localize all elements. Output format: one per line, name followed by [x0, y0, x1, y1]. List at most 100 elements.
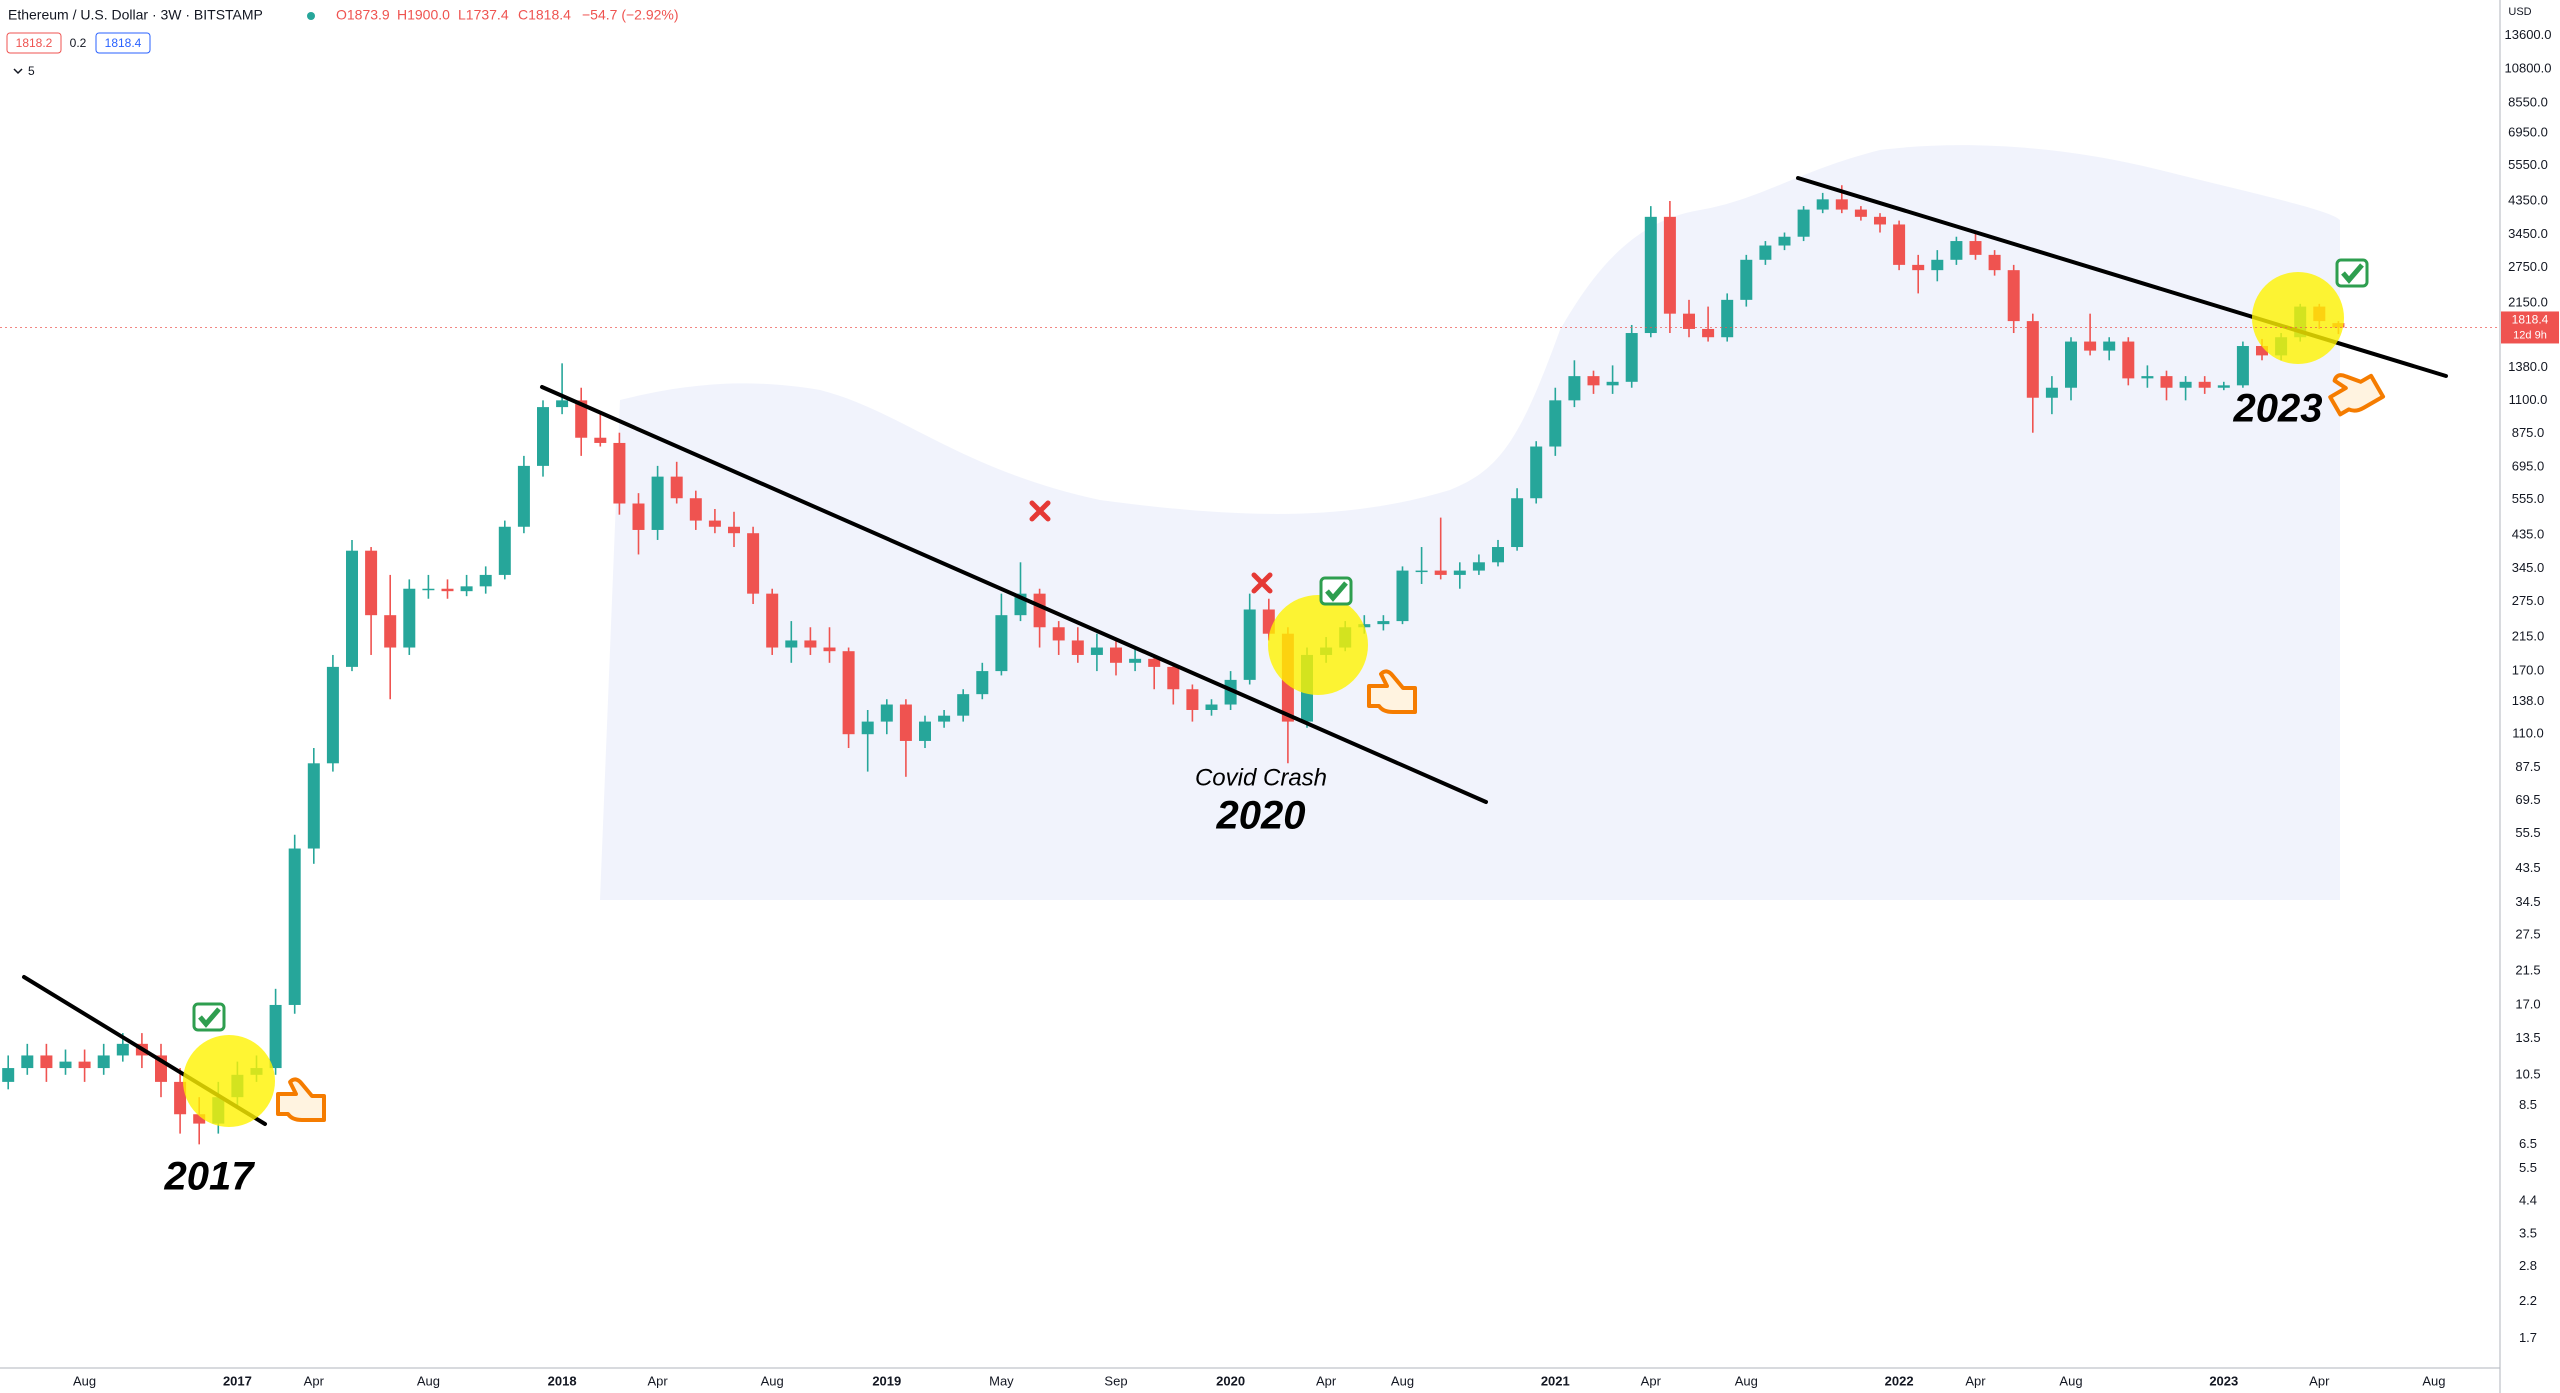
hand-icons	[276, 373, 2386, 1122]
candle-body	[2103, 341, 2116, 351]
candle-body	[1893, 224, 1906, 265]
y-tick-label: 2.8	[2519, 1258, 2537, 1273]
candle-body	[174, 1081, 187, 1115]
candle-body	[1625, 333, 1638, 382]
candle-body	[78, 1061, 91, 1069]
cross-icon	[1251, 572, 1273, 594]
candle-body	[1854, 209, 1867, 217]
y-tick-label: 1380.0	[2508, 359, 2548, 374]
y-tick-label: 6.5	[2519, 1136, 2537, 1151]
candle-body	[479, 574, 492, 587]
x-tick-label: Aug	[2059, 1373, 2082, 1388]
candle-body	[441, 588, 454, 592]
candle-body	[365, 550, 378, 616]
candle-body	[1969, 241, 1982, 255]
x-tick-label: Apr	[1641, 1373, 1662, 1388]
y-tick-label: 34.5	[2515, 894, 2540, 909]
y-tick-label: 275.0	[2512, 593, 2545, 608]
candle-body	[2141, 376, 2154, 379]
ask-box[interactable]	[95, 32, 151, 54]
candle-body	[1129, 658, 1142, 663]
y-tick-label: 8.5	[2519, 1097, 2537, 1112]
candle-body	[594, 437, 607, 443]
highlight-circle	[183, 1035, 275, 1127]
candle-body	[1492, 547, 1504, 563]
y-tick-label: 4350.0	[2508, 192, 2548, 207]
candle-body	[1568, 376, 1581, 401]
y-tick-label: 3450.0	[2508, 226, 2548, 241]
candle-body	[288, 848, 301, 1005]
y-tick-label: 2150.0	[2508, 295, 2548, 310]
candle-body	[1415, 570, 1428, 573]
y-tick-label: 2750.0	[2508, 259, 2548, 274]
candle-body	[842, 651, 855, 735]
candle-body	[403, 588, 416, 648]
candle-body	[1835, 199, 1848, 210]
check-icon	[2335, 258, 2369, 288]
x-tick-label: 2022	[1885, 1373, 1914, 1388]
ohlc-legend: O1873.9 H1900.0 L1737.4 C1818.4 −54.7 (−…	[336, 7, 679, 23]
candle-body	[1644, 216, 1657, 334]
ohlc-low: L1737.4	[458, 7, 509, 23]
x-tick-label: Apr	[647, 1373, 668, 1388]
collapse-icon[interactable]	[13, 68, 23, 75]
candle-body	[2065, 341, 2077, 388]
candle-body	[269, 1004, 282, 1069]
candle-body	[785, 640, 798, 648]
x-tick-label: 2020	[1216, 1373, 1245, 1388]
x-tick-label: 2017	[223, 1373, 252, 1388]
y-tick-label: 13600.0	[2505, 27, 2552, 42]
y-tick-label: 345.0	[2512, 560, 2545, 575]
candle-body	[517, 465, 530, 527]
candle-body	[1988, 254, 2001, 271]
x-tick-label: 2019	[872, 1373, 901, 1388]
candle-body	[2217, 385, 2230, 388]
y-tick-label: 55.5	[2515, 825, 2540, 840]
candle-body	[2084, 341, 2097, 351]
candle-body	[613, 442, 626, 504]
candle-body	[537, 407, 549, 466]
ask-price: 1818.4	[105, 36, 142, 50]
y-tick-label: 69.5	[2515, 792, 2540, 807]
candle-body	[422, 588, 435, 591]
x-tick-label: Aug	[761, 1373, 784, 1388]
candle-body	[2007, 270, 2020, 322]
x-tick-label: Apr	[2309, 1373, 2330, 1388]
ohlc-change: −54.7 (−2.92%)	[582, 7, 679, 23]
candle-body	[116, 1043, 129, 1056]
candle-body	[899, 704, 912, 741]
candle-body	[1071, 640, 1084, 655]
currency-label[interactable]: USD	[2508, 6, 2531, 18]
y-tick-label: 8550.0	[2508, 94, 2548, 109]
y-tick-label: 87.5	[2515, 759, 2540, 774]
y-tick-label: 110.0	[2512, 726, 2544, 741]
bid-box[interactable]	[6, 32, 62, 54]
x-tick-label: 2021	[1541, 1373, 1570, 1388]
y-tick-label: 10.5	[2515, 1066, 2540, 1081]
candle-body	[1377, 621, 1390, 625]
candle-body	[957, 694, 970, 716]
y-tick-label: 6950.0	[2508, 125, 2548, 140]
candle-body	[1797, 209, 1810, 237]
candle-body	[1663, 216, 1676, 314]
candle-body	[1721, 299, 1734, 338]
candle-body	[2198, 381, 2211, 388]
hand-icon	[1367, 669, 1417, 714]
y-tick-label: 4.4	[2519, 1192, 2537, 1207]
candle-body	[1434, 570, 1447, 575]
check-icon	[1319, 576, 1353, 606]
candle-body	[1052, 627, 1065, 641]
highlight-circle	[1268, 595, 1368, 695]
highlights	[183, 272, 2344, 1127]
candle-body	[1950, 241, 1963, 260]
x-tick-label: Aug	[2422, 1373, 2445, 1388]
candle-body	[689, 498, 702, 521]
candle-body	[728, 526, 740, 534]
ohlc-open: O1873.9	[336, 7, 390, 23]
x-tick-label: Apr	[304, 1373, 325, 1388]
candle-body	[823, 647, 836, 652]
y-tick-label: 1.7	[2519, 1330, 2537, 1345]
bar-countdown: 12d 9h	[2513, 329, 2547, 341]
hand-icon	[2328, 373, 2386, 417]
candle-body	[651, 476, 664, 530]
